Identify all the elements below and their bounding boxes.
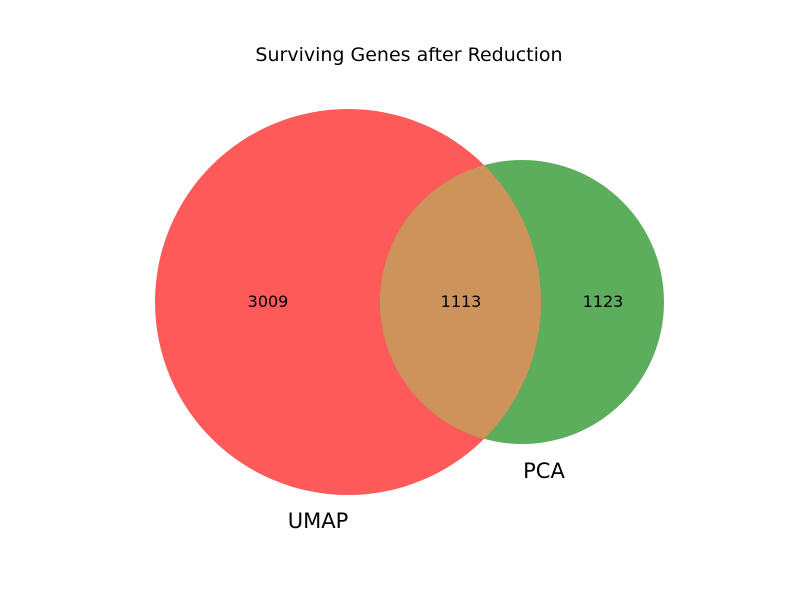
count-overlap: 1113 (441, 292, 482, 311)
count-umap-only: 3009 (248, 292, 289, 311)
count-pca-only: 1123 (583, 292, 624, 311)
set-label-pca: PCA (523, 459, 565, 483)
chart-title: Surviving Genes after Reduction (255, 44, 562, 66)
set-label-umap: UMAP (288, 509, 349, 533)
overlap-region (380, 160, 541, 444)
